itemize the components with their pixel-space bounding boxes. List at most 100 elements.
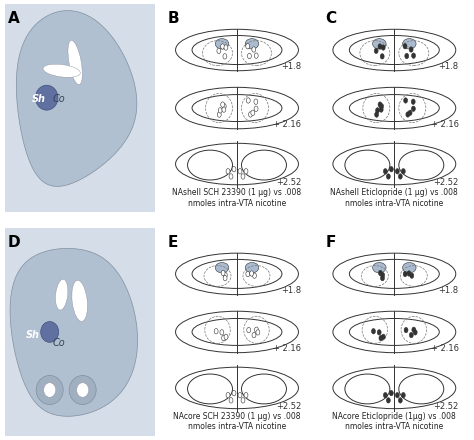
Ellipse shape bbox=[333, 87, 456, 129]
Ellipse shape bbox=[69, 375, 96, 404]
Circle shape bbox=[381, 45, 385, 50]
Ellipse shape bbox=[68, 40, 82, 84]
Ellipse shape bbox=[175, 143, 299, 185]
Circle shape bbox=[229, 174, 233, 179]
Circle shape bbox=[250, 271, 254, 276]
Circle shape bbox=[382, 334, 385, 340]
Ellipse shape bbox=[245, 39, 259, 49]
Text: C: C bbox=[326, 11, 337, 26]
Ellipse shape bbox=[241, 150, 286, 180]
Circle shape bbox=[247, 53, 251, 59]
Circle shape bbox=[223, 272, 227, 278]
Circle shape bbox=[252, 47, 256, 52]
Text: + 2.16: + 2.16 bbox=[273, 120, 301, 129]
Circle shape bbox=[232, 166, 236, 172]
Text: NAcore Eticlopride (1μg) vs .008
nmoles intra-VTA nicotine: NAcore Eticlopride (1μg) vs .008 nmoles … bbox=[332, 412, 456, 432]
Circle shape bbox=[238, 392, 242, 398]
Ellipse shape bbox=[345, 150, 390, 180]
Ellipse shape bbox=[72, 280, 88, 321]
Circle shape bbox=[404, 327, 408, 333]
Ellipse shape bbox=[333, 29, 456, 71]
Circle shape bbox=[248, 112, 253, 117]
Text: A: A bbox=[8, 11, 19, 26]
Circle shape bbox=[405, 53, 409, 59]
Circle shape bbox=[372, 329, 375, 334]
Circle shape bbox=[403, 271, 407, 277]
Circle shape bbox=[255, 327, 258, 333]
Circle shape bbox=[221, 102, 225, 107]
Circle shape bbox=[246, 44, 250, 49]
Polygon shape bbox=[10, 249, 137, 416]
Ellipse shape bbox=[349, 260, 439, 288]
Text: + 2.16: + 2.16 bbox=[273, 344, 301, 353]
Circle shape bbox=[218, 108, 222, 113]
Circle shape bbox=[411, 53, 416, 59]
Circle shape bbox=[380, 103, 383, 109]
Ellipse shape bbox=[349, 95, 439, 121]
Circle shape bbox=[378, 102, 382, 107]
Ellipse shape bbox=[373, 39, 386, 49]
Ellipse shape bbox=[175, 253, 299, 295]
Text: +2.52: +2.52 bbox=[276, 178, 301, 187]
Ellipse shape bbox=[188, 374, 233, 404]
Ellipse shape bbox=[349, 319, 439, 345]
Text: +1.8: +1.8 bbox=[438, 286, 459, 295]
Circle shape bbox=[386, 174, 390, 179]
Circle shape bbox=[398, 174, 402, 179]
Circle shape bbox=[412, 327, 416, 333]
Circle shape bbox=[222, 103, 226, 109]
Ellipse shape bbox=[77, 383, 89, 397]
Circle shape bbox=[238, 169, 242, 174]
Ellipse shape bbox=[175, 29, 299, 71]
Circle shape bbox=[256, 330, 260, 335]
Circle shape bbox=[220, 44, 225, 49]
Circle shape bbox=[222, 335, 226, 341]
Circle shape bbox=[383, 169, 387, 174]
Ellipse shape bbox=[399, 150, 444, 180]
Circle shape bbox=[224, 45, 228, 50]
Ellipse shape bbox=[349, 36, 439, 65]
Circle shape bbox=[254, 53, 258, 59]
Circle shape bbox=[408, 110, 412, 115]
Circle shape bbox=[404, 98, 408, 103]
Text: E: E bbox=[168, 235, 178, 249]
Ellipse shape bbox=[175, 87, 299, 129]
Text: +2.52: +2.52 bbox=[434, 402, 459, 411]
Text: +1.8: +1.8 bbox=[438, 62, 459, 71]
Circle shape bbox=[221, 270, 225, 276]
Circle shape bbox=[244, 392, 248, 398]
Circle shape bbox=[378, 44, 382, 49]
Circle shape bbox=[247, 327, 251, 333]
Text: F: F bbox=[326, 235, 336, 249]
Circle shape bbox=[252, 332, 256, 338]
Circle shape bbox=[253, 273, 256, 279]
Text: Sh: Sh bbox=[32, 94, 46, 104]
Text: B: B bbox=[168, 11, 180, 26]
Circle shape bbox=[254, 106, 258, 111]
Circle shape bbox=[386, 398, 390, 403]
Circle shape bbox=[224, 334, 228, 340]
Circle shape bbox=[374, 112, 379, 117]
Circle shape bbox=[413, 330, 417, 335]
Circle shape bbox=[241, 174, 245, 179]
Circle shape bbox=[407, 271, 411, 276]
Text: +1.8: +1.8 bbox=[281, 286, 301, 295]
Ellipse shape bbox=[333, 311, 456, 353]
Ellipse shape bbox=[55, 279, 68, 310]
Circle shape bbox=[410, 273, 414, 279]
Circle shape bbox=[379, 107, 383, 112]
Ellipse shape bbox=[215, 39, 229, 49]
Ellipse shape bbox=[402, 263, 416, 273]
Circle shape bbox=[246, 98, 250, 103]
Ellipse shape bbox=[175, 367, 299, 409]
Circle shape bbox=[411, 106, 415, 111]
Text: Co: Co bbox=[53, 338, 65, 348]
Circle shape bbox=[379, 335, 383, 341]
Ellipse shape bbox=[215, 263, 229, 273]
Circle shape bbox=[406, 112, 410, 117]
Ellipse shape bbox=[333, 143, 456, 185]
Circle shape bbox=[403, 44, 407, 49]
Circle shape bbox=[395, 169, 399, 174]
Text: NAshell Eticlopride (1 μg) vs .008
nmoles intra-VTA nicotine: NAshell Eticlopride (1 μg) vs .008 nmole… bbox=[330, 188, 458, 208]
Circle shape bbox=[398, 398, 402, 403]
